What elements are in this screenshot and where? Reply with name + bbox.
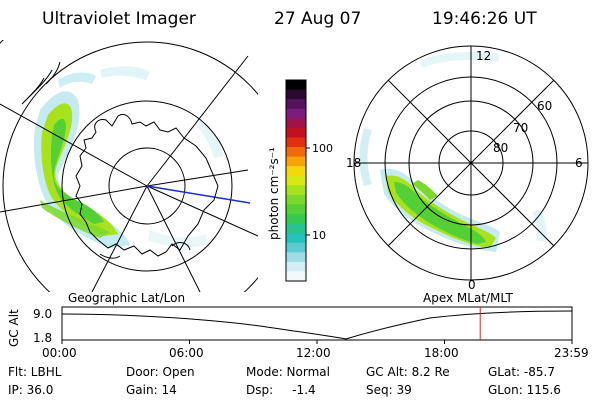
colorbar-segment [286, 137, 306, 148]
colorbar-segment [286, 185, 306, 196]
header-time: 19:46:26 UT [432, 9, 537, 29]
timeline-x-tick-1800: 18:00 [424, 346, 459, 360]
colorbar-segment [286, 80, 306, 91]
timeline-y-tick-1-8: 1.8 [33, 331, 52, 345]
mlat-label-80: 80 [493, 141, 508, 155]
geographic-map-panel [0, 40, 258, 292]
subsatellite-track [146, 185, 251, 204]
colorbar-segment [286, 108, 306, 119]
mlt-label-6: 6 [575, 156, 583, 170]
colorbar-segment [286, 252, 306, 263]
colorbar-segment [286, 233, 306, 244]
glon-value: GLon: 115.6 [488, 383, 561, 397]
colorbar-gradient [286, 80, 306, 282]
mlat-label-60: 60 [537, 99, 552, 113]
geo-aurora-emission [33, 66, 224, 248]
mlt-label-12: 12 [476, 49, 491, 63]
colorbar-segment [286, 242, 306, 253]
colorbar-segment [286, 271, 306, 282]
mode-value: Mode: Normal [246, 365, 330, 379]
glat-value: GLat: -85.7 [488, 365, 555, 379]
colorbar-segment [286, 99, 306, 110]
altitude-curve [61, 310, 573, 340]
header-date: 27 Aug 07 [274, 9, 361, 29]
colorbar-tick-label-100: 100 [312, 142, 333, 155]
timeline-x-ticks [61, 340, 573, 344]
colorbar-segment [286, 223, 306, 234]
status-footer: Flt: LBHL Door: Open Mode: Normal GC Alt… [8, 365, 561, 397]
gc-alt-value: GC Alt: 8.2 Re [366, 365, 450, 379]
timeline-x-tick-0000: 00:00 [42, 346, 77, 360]
colorbar-segment [286, 156, 306, 167]
timeline-y-tick-9: 9.0 [33, 307, 52, 321]
colorbar-segment [286, 166, 306, 177]
dsp-value: Dsp: -1.4 [246, 383, 316, 397]
header-title: Ultraviolet Imager [42, 9, 196, 29]
apex-aurora-emission [359, 52, 547, 252]
apex-panel-label: Apex MLat/MLT [423, 291, 513, 305]
filter-value: Flt: LBHL [8, 365, 62, 379]
apex-polar-panel: 12 18 6 0 60 70 80 [346, 45, 589, 292]
timeline-x-tick-1200: 12:00 [296, 346, 331, 360]
colorbar-unit-label: photon cm⁻²s⁻¹ [267, 147, 281, 240]
colorbar-segment [286, 175, 306, 186]
colorbar-segment [286, 214, 306, 225]
timeline-y-axis-label: GC Alt [7, 309, 21, 347]
mlt-label-0: 0 [468, 278, 476, 292]
colorbar-segment [286, 89, 306, 100]
colorbar-segment [286, 127, 306, 139]
door-value: Door: Open [126, 365, 195, 379]
colorbar-segment [286, 204, 306, 215]
geographic-panel-label: Geographic Lat/Lon [68, 291, 185, 305]
colorbar-segment [286, 194, 306, 206]
antarctica-coastline [75, 113, 219, 257]
ip-value: IP: 36.0 [8, 383, 53, 397]
seq-value: Seq: 39 [366, 383, 412, 397]
timeline-plot-frame [61, 306, 573, 341]
colorbar-segment [286, 118, 306, 129]
mlat-label-70: 70 [513, 121, 528, 135]
colorbar: 100 10 photon cm⁻²s⁻¹ [267, 79, 333, 282]
timeline-x-tick-0600: 06:00 [169, 346, 204, 360]
colorbar-segment [286, 147, 306, 158]
gain-value: Gain: 14 [126, 383, 177, 397]
colorbar-tick-label-10: 10 [312, 229, 326, 242]
timeline-x-tick-2359: 23:59 [554, 346, 589, 360]
mlt-label-18: 18 [346, 156, 361, 170]
altitude-timeline: GC Alt 9.0 1.8 00:00 06:00 12:00 18:00 2… [7, 306, 589, 360]
colorbar-segment [286, 261, 306, 273]
